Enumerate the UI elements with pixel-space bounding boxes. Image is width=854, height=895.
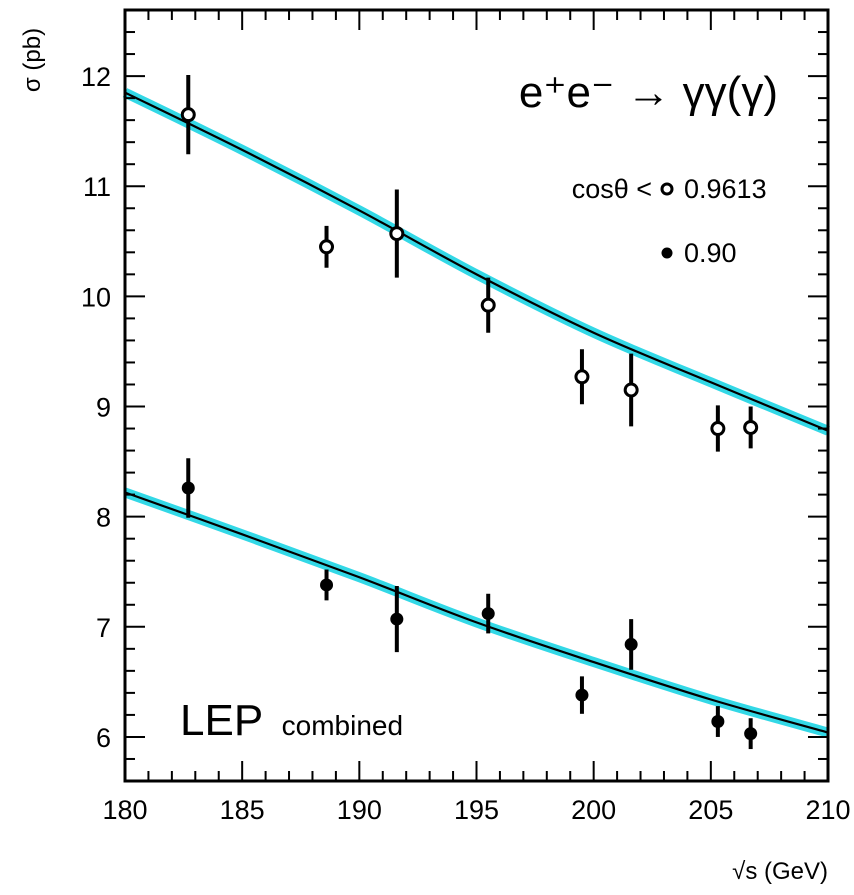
experiment-sublabel: combined <box>282 710 403 741</box>
theory-curve-1 <box>124 491 829 734</box>
experiment-label: LEP <box>180 696 263 745</box>
legend-title: cosθ < <box>572 174 652 204</box>
x-axis-title: √s (GeV) <box>732 858 828 885</box>
x-tick-label: 190 <box>337 795 382 825</box>
legend-marker-filled <box>661 247 673 259</box>
y-tick-label: 10 <box>81 282 111 312</box>
data-points <box>180 74 759 750</box>
data-point-open <box>180 107 196 123</box>
y-tick-label: 7 <box>96 613 111 643</box>
y-tick-label: 8 <box>96 503 111 533</box>
data-point-filled <box>624 637 638 651</box>
y-tick-label: 9 <box>96 393 111 423</box>
y-tick-label: 11 <box>83 172 111 202</box>
data-point-filled <box>390 612 404 626</box>
x-tick-label: 180 <box>102 795 147 825</box>
data-point-filled <box>320 578 334 592</box>
legend-label-open: 0.9613 <box>684 174 767 204</box>
y-tick-label: 6 <box>96 723 111 753</box>
legend-marker-open <box>660 182 674 196</box>
plot-frame <box>123 8 830 783</box>
process-annotation: e⁺e⁻ → γγ(γ) <box>519 68 778 117</box>
data-point-filled <box>575 688 589 702</box>
theory-curves <box>122 88 830 738</box>
data-point-filled <box>711 715 725 729</box>
legend: cosθ < 0.9613 0.90 <box>572 174 767 268</box>
data-point-open <box>743 419 759 435</box>
data-point-open <box>574 369 590 385</box>
data-point-filled <box>744 727 758 741</box>
y-axis-title: σ (pb) <box>19 28 46 92</box>
data-point-open <box>623 382 639 398</box>
x-tick-label: 195 <box>454 795 499 825</box>
legend-label-filled: 0.90 <box>684 238 737 268</box>
x-tick-label: 205 <box>688 795 733 825</box>
theory-curve-0 <box>124 91 829 432</box>
experiment-annotation: LEP combined <box>180 696 403 745</box>
axis-ticks <box>124 9 829 782</box>
x-tick-label: 185 <box>220 795 265 825</box>
data-point-open <box>389 226 405 242</box>
data-point-filled <box>481 607 495 621</box>
data-point-open <box>710 421 726 437</box>
x-tick-label: 200 <box>571 795 616 825</box>
data-point-open <box>319 239 335 255</box>
x-tick-label: 210 <box>805 795 850 825</box>
data-point-filled <box>181 481 195 495</box>
y-tick-label: 12 <box>81 62 111 92</box>
tick-labels: 180 185 190 195 200 205 210 6 7 8 9 10 11 12 <box>81 62 851 825</box>
data-point-open <box>480 297 496 313</box>
